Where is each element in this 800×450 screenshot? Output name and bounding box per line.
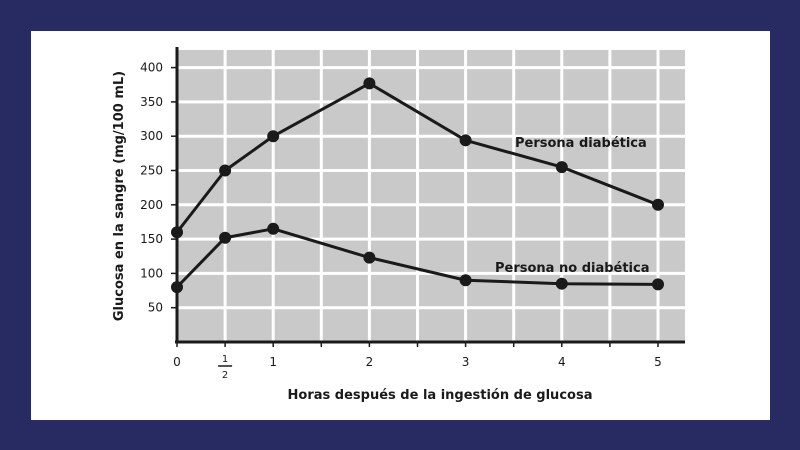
- y-tick-label: 300: [140, 129, 163, 143]
- data-point: [267, 222, 280, 235]
- y-tick-label: 250: [140, 164, 163, 178]
- x-tick-label: 4: [558, 355, 566, 369]
- data-point: [171, 281, 183, 294]
- plot-background: [177, 50, 685, 342]
- data-point: [171, 226, 183, 239]
- x-axis-title: Horas después de la ingestión de glucosa: [288, 388, 593, 403]
- y-tick-label: 400: [140, 61, 163, 75]
- series-label-diabetic: Persona diabética: [515, 136, 647, 151]
- y-axis-title: Glucosa en la sangre (mg/100 mL): [112, 71, 127, 321]
- series-label-non-diabetic: Persona no diabética: [495, 261, 650, 276]
- y-tick-label: 350: [140, 95, 163, 109]
- fraction-numerator: 1: [222, 354, 228, 365]
- series-layer: [171, 77, 664, 294]
- series-non-diabetic: [171, 222, 664, 294]
- x-tick-label: 0: [173, 355, 181, 369]
- y-tick-label: 100: [140, 266, 163, 280]
- x-tick-label-fraction: 12: [218, 354, 233, 381]
- data-point: [219, 164, 232, 177]
- fraction-denominator: 2: [222, 370, 228, 381]
- data-point: [459, 274, 472, 287]
- series-diabetic: [171, 77, 664, 239]
- x-tick-label: 5: [654, 355, 662, 369]
- data-point: [363, 251, 376, 264]
- series-labels: Persona diabética Persona no diabética: [495, 136, 650, 276]
- data-point: [555, 161, 568, 174]
- x-tick-label: 3: [462, 355, 470, 369]
- x-tick-label: 1: [269, 355, 277, 369]
- x-tick-label: 2: [366, 355, 374, 369]
- grid-lines: [177, 50, 685, 342]
- data-point: [652, 198, 664, 211]
- data-point: [555, 277, 568, 290]
- y-tick-label: 200: [140, 198, 163, 212]
- data-point: [363, 77, 376, 90]
- data-point: [267, 130, 280, 143]
- y-tick-label: 50: [148, 301, 163, 315]
- data-point: [219, 231, 232, 244]
- data-point: [652, 278, 664, 291]
- data-point: [459, 134, 472, 147]
- y-tick-label: 150: [140, 232, 163, 246]
